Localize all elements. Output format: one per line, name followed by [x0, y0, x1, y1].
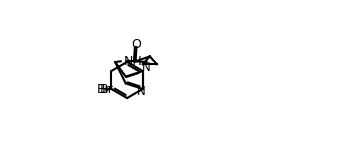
Text: NH: NH: [124, 55, 142, 68]
Text: N: N: [137, 85, 146, 98]
Text: Br: Br: [99, 83, 113, 96]
Text: O: O: [132, 38, 141, 51]
Text: Br: Br: [96, 83, 110, 96]
Text: N: N: [142, 61, 151, 74]
